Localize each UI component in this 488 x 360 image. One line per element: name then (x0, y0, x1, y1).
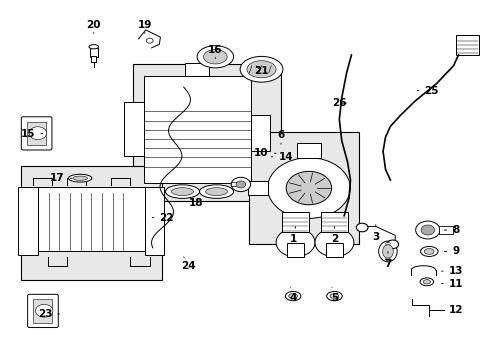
Text: 4: 4 (289, 287, 296, 303)
Circle shape (314, 228, 353, 257)
Bar (143, 76, 250, 183)
Bar (325, 243, 343, 257)
Circle shape (386, 240, 398, 249)
Ellipse shape (329, 294, 338, 298)
Ellipse shape (197, 46, 233, 68)
Bar (27, 122, 45, 145)
Ellipse shape (385, 258, 389, 261)
Text: 7: 7 (384, 251, 391, 269)
Bar (286, 243, 304, 257)
Text: 23: 23 (38, 309, 60, 319)
Text: 3: 3 (371, 225, 379, 242)
FancyBboxPatch shape (28, 294, 58, 328)
Bar (90, 48, 98, 57)
Bar (91, 56, 96, 62)
Bar (144, 187, 164, 255)
Circle shape (276, 228, 314, 257)
Text: 13: 13 (441, 266, 462, 276)
Text: 19: 19 (137, 19, 152, 33)
Text: 8: 8 (443, 225, 459, 235)
Ellipse shape (378, 241, 396, 262)
Bar (455, 35, 478, 55)
Ellipse shape (73, 176, 87, 180)
Ellipse shape (68, 174, 92, 182)
Bar (33, 299, 52, 323)
Ellipse shape (326, 292, 342, 301)
Circle shape (29, 127, 46, 140)
Bar (320, 212, 347, 232)
Text: 9: 9 (443, 247, 459, 256)
Text: 2: 2 (330, 226, 337, 244)
Bar (38, 187, 144, 251)
Bar (21, 166, 162, 280)
Text: 21: 21 (254, 66, 268, 76)
Text: 24: 24 (181, 257, 196, 271)
Ellipse shape (382, 245, 392, 258)
Ellipse shape (424, 249, 433, 254)
Ellipse shape (385, 242, 389, 245)
Bar (296, 143, 321, 158)
Ellipse shape (199, 185, 233, 198)
Text: 17: 17 (50, 173, 72, 183)
Text: 6: 6 (277, 130, 284, 144)
Bar (19, 187, 38, 255)
Ellipse shape (288, 294, 297, 298)
Circle shape (236, 181, 245, 188)
Text: 22: 22 (152, 212, 174, 222)
Text: 16: 16 (208, 45, 222, 59)
Text: 18: 18 (188, 198, 203, 208)
Ellipse shape (420, 247, 437, 256)
Bar (184, 63, 209, 76)
Text: 5: 5 (330, 287, 337, 303)
FancyBboxPatch shape (21, 117, 52, 150)
Text: 12: 12 (441, 305, 462, 315)
Bar (231, 182, 240, 186)
Bar (282, 212, 308, 232)
Circle shape (356, 223, 367, 232)
Circle shape (420, 225, 434, 235)
Ellipse shape (285, 292, 300, 301)
Text: 14: 14 (271, 152, 292, 162)
Bar (250, 115, 269, 150)
Ellipse shape (240, 57, 283, 82)
Circle shape (267, 158, 349, 219)
Ellipse shape (246, 61, 276, 78)
Text: 20: 20 (86, 19, 101, 33)
Bar (438, 226, 452, 234)
Bar (124, 102, 143, 156)
Text: 15: 15 (21, 129, 42, 139)
Bar (247, 181, 267, 195)
Bar (249, 132, 358, 244)
Ellipse shape (419, 278, 433, 286)
Circle shape (415, 221, 439, 239)
Circle shape (35, 304, 53, 317)
Circle shape (231, 177, 250, 192)
Ellipse shape (171, 188, 193, 195)
Circle shape (146, 38, 153, 43)
Ellipse shape (203, 50, 227, 64)
Text: 10: 10 (254, 148, 276, 158)
Text: 11: 11 (441, 279, 462, 289)
Ellipse shape (89, 45, 99, 49)
Ellipse shape (422, 280, 429, 284)
Bar (132, 64, 281, 202)
Text: 25: 25 (416, 86, 438, 96)
Circle shape (285, 171, 331, 205)
Ellipse shape (205, 188, 227, 195)
Text: 26: 26 (331, 98, 346, 108)
Ellipse shape (165, 185, 199, 198)
Text: 1: 1 (289, 226, 296, 244)
